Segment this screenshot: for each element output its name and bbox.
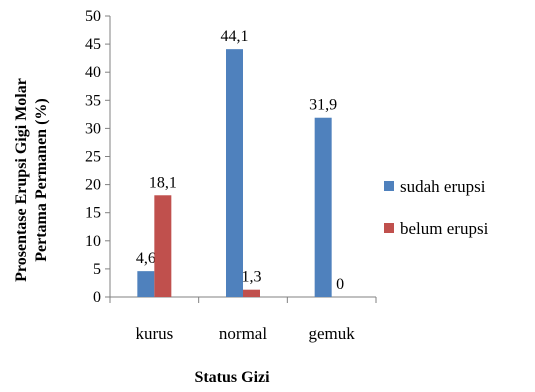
y-tick-label: 40 [85, 64, 101, 81]
bar [314, 117, 332, 297]
y-axis-title-line-2: Pertama Permanen (%) [33, 98, 50, 262]
y-tick-label: 30 [85, 120, 101, 137]
bar [243, 289, 260, 297]
legend-label: sudah erupsi [400, 177, 486, 196]
legend-swatch [384, 181, 394, 191]
y-tick-label: 0 [93, 289, 101, 306]
y-tick-label: 20 [85, 177, 101, 194]
y-tick-label: 15 [85, 205, 101, 222]
data-label: 31,9 [309, 97, 337, 114]
y-tick-label: 35 [85, 92, 101, 109]
legend-label: belum erupsi [400, 219, 489, 238]
y-tick-label: 45 [85, 36, 101, 53]
bar [226, 49, 243, 297]
data-label: 0 [336, 276, 344, 293]
y-tick-label: 10 [85, 233, 101, 250]
x-tick-label: kurus [135, 324, 173, 343]
data-label: 4,6 [136, 250, 156, 267]
legend-swatch [384, 223, 394, 233]
y-tick-label: 50 [85, 8, 101, 25]
x-axis-title: Status Gizi [194, 369, 270, 386]
y-tick-label: 25 [85, 149, 101, 166]
plot-area: 0 5 10 15 20 25 30 35 40 45 50 kurus 4,6 18,1 normal 44… [85, 8, 377, 343]
data-label: 44,1 [221, 28, 249, 45]
x-tick-label: normal [219, 324, 267, 343]
x-tick-label: gemuk [309, 324, 356, 343]
y-tick-label: 5 [93, 261, 101, 278]
data-label: 18,1 [149, 174, 177, 191]
legend: sudah erupsi belum erupsi [384, 177, 489, 238]
bar [154, 195, 172, 297]
data-label: 1,3 [242, 269, 262, 286]
y-axis-title-line-1: Prosentase Erupsi Gigi Molar [13, 78, 30, 282]
bar [137, 271, 155, 297]
